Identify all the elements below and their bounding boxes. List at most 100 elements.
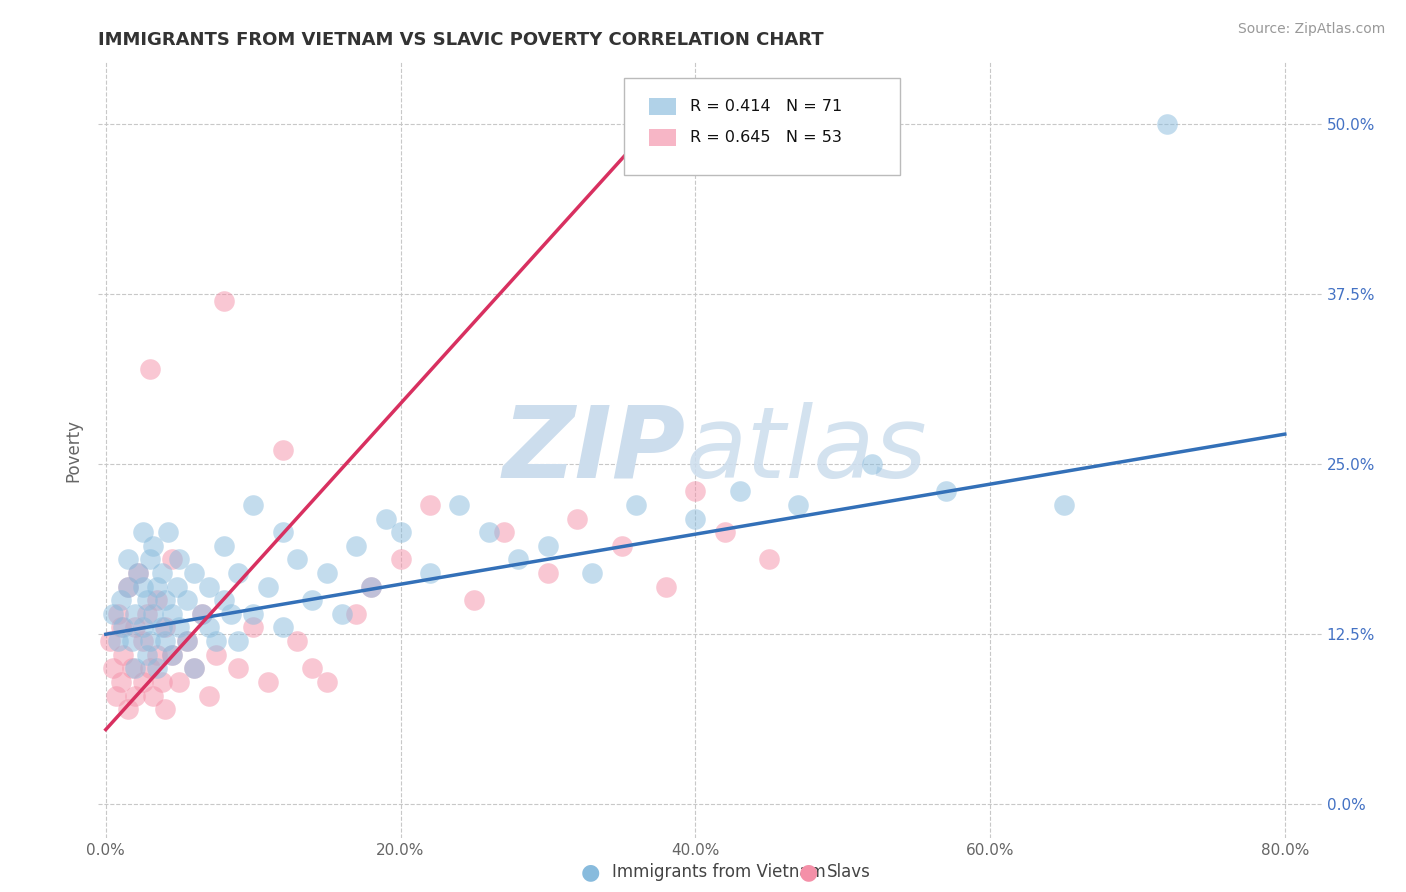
Y-axis label: Poverty: Poverty xyxy=(65,419,83,482)
Point xyxy=(156,525,179,540)
Point xyxy=(242,607,264,621)
Point xyxy=(190,607,212,621)
Point xyxy=(124,689,146,703)
Point xyxy=(198,620,221,634)
Point xyxy=(160,607,183,621)
Point xyxy=(153,634,176,648)
Point xyxy=(626,498,648,512)
Point xyxy=(112,620,135,634)
Point xyxy=(131,620,153,634)
Point xyxy=(117,702,139,716)
Point xyxy=(508,552,530,566)
Point xyxy=(142,607,165,621)
Point xyxy=(139,634,162,648)
Point xyxy=(176,593,198,607)
Point xyxy=(146,661,169,675)
Point xyxy=(142,539,165,553)
Point xyxy=(127,566,149,580)
Point xyxy=(136,648,159,662)
Point xyxy=(153,702,176,716)
Text: atlas: atlas xyxy=(686,402,927,499)
Point xyxy=(101,607,124,621)
Point xyxy=(117,580,139,594)
Point xyxy=(183,566,205,580)
Point xyxy=(655,580,678,594)
Point xyxy=(685,511,707,525)
Point xyxy=(1053,498,1076,512)
Point xyxy=(271,443,294,458)
Point xyxy=(117,552,139,566)
Text: ●: ● xyxy=(799,863,818,882)
Point xyxy=(98,634,121,648)
Point xyxy=(131,580,153,594)
Point xyxy=(110,593,132,607)
Point xyxy=(101,661,124,675)
Text: Slavs: Slavs xyxy=(827,863,870,881)
Point xyxy=(271,525,294,540)
FancyBboxPatch shape xyxy=(648,98,676,115)
Point xyxy=(860,457,883,471)
Text: ●: ● xyxy=(581,863,600,882)
Text: IMMIGRANTS FROM VIETNAM VS SLAVIC POVERTY CORRELATION CHART: IMMIGRANTS FROM VIETNAM VS SLAVIC POVERT… xyxy=(98,31,824,49)
Point xyxy=(728,484,751,499)
Text: R = 0.414   N = 71: R = 0.414 N = 71 xyxy=(690,99,842,114)
Point xyxy=(301,593,323,607)
Point xyxy=(124,661,146,675)
Point xyxy=(153,620,176,634)
Text: Source: ZipAtlas.com: Source: ZipAtlas.com xyxy=(1237,22,1385,37)
Point xyxy=(139,361,162,376)
Point xyxy=(449,498,471,512)
Point xyxy=(183,661,205,675)
Point xyxy=(121,661,143,675)
Point xyxy=(713,525,735,540)
Point xyxy=(142,689,165,703)
Point xyxy=(228,634,250,648)
Point xyxy=(478,525,501,540)
FancyBboxPatch shape xyxy=(624,78,900,175)
Point xyxy=(176,634,198,648)
Point xyxy=(228,661,250,675)
Point xyxy=(537,566,560,580)
Point xyxy=(117,580,139,594)
Point xyxy=(419,498,441,512)
Point xyxy=(301,661,323,675)
Point xyxy=(160,648,183,662)
Point xyxy=(139,552,162,566)
Point xyxy=(581,566,603,580)
Point xyxy=(146,580,169,594)
Point xyxy=(153,593,176,607)
Point xyxy=(1156,117,1178,131)
Point xyxy=(190,607,212,621)
Point xyxy=(176,634,198,648)
Point xyxy=(112,648,135,662)
Point xyxy=(169,674,191,689)
Point xyxy=(228,566,250,580)
Point xyxy=(198,689,221,703)
Point xyxy=(160,648,183,662)
Point xyxy=(344,607,367,621)
Point xyxy=(146,593,169,607)
Point xyxy=(183,661,205,675)
Point xyxy=(685,484,707,499)
Point xyxy=(146,648,169,662)
Point xyxy=(287,634,309,648)
Point xyxy=(212,293,235,308)
Point xyxy=(127,566,149,580)
Point xyxy=(121,634,143,648)
Point xyxy=(360,580,382,594)
Point xyxy=(169,552,191,566)
Point xyxy=(758,552,780,566)
Point xyxy=(136,607,159,621)
Point xyxy=(242,498,264,512)
Point xyxy=(150,674,173,689)
Point xyxy=(110,674,132,689)
Point xyxy=(131,634,153,648)
Point xyxy=(124,607,146,621)
Point xyxy=(567,511,589,525)
Point xyxy=(212,539,235,553)
Point xyxy=(198,580,221,594)
Point xyxy=(330,607,353,621)
Point xyxy=(344,539,367,553)
Point xyxy=(219,607,242,621)
Point xyxy=(360,580,382,594)
